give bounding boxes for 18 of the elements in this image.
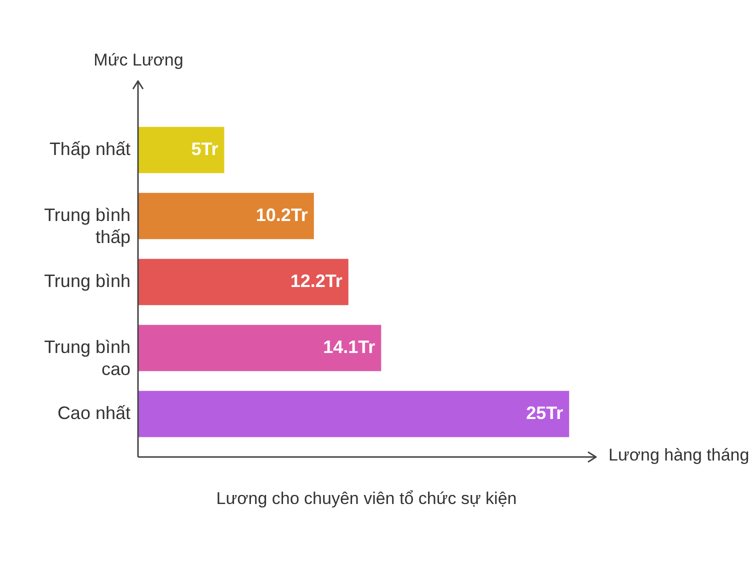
y-tick-label: Cao nhất — [57, 403, 130, 423]
data-label: 12.2Tr — [290, 271, 342, 291]
bar — [138, 258, 348, 306]
bar — [138, 390, 570, 438]
y-tick-label: Thấp nhất — [49, 139, 130, 159]
data-label: 14.1Tr — [323, 337, 376, 357]
y-tick-label: Trung bình cao — [44, 337, 130, 379]
x-axis-title: Lương hàng tháng — [608, 446, 750, 464]
data-label: 25Tr — [526, 403, 564, 423]
y-tick-label: Trung bình — [44, 271, 130, 291]
data-label: 10.2Tr — [256, 205, 308, 225]
text: Lương cho chuyên viên tổ chức sự kiện — [216, 489, 517, 508]
bar — [138, 324, 382, 372]
y-tick-label: Trung bình thấp — [44, 205, 130, 247]
data-label: 5Tr — [191, 139, 218, 159]
bar — [138, 192, 314, 240]
bar — [138, 126, 224, 174]
y-axis-title: Mức Lương — [94, 50, 184, 70]
